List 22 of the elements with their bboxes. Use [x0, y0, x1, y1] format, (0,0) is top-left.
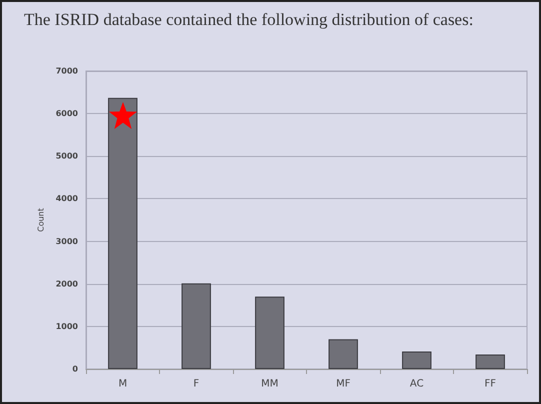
y-tick-label: 2000 — [56, 279, 78, 288]
chart-title: The ISRID database contained the following distribution of cases: — [24, 10, 474, 30]
y-tick-label: 3000 — [56, 236, 78, 246]
y-tick-label: 1000 — [56, 322, 78, 331]
x-tick-label: AC — [410, 378, 424, 390]
bar — [402, 352, 432, 369]
bar — [255, 296, 284, 369]
bar — [476, 354, 505, 369]
x-tick-label: MM — [261, 378, 278, 390]
x-tick-label: FF — [484, 378, 496, 390]
x-tick-label: MF — [336, 378, 351, 390]
bar — [182, 283, 211, 369]
y-tick-label: 6000 — [56, 109, 78, 118]
x-tick-label: F — [193, 378, 200, 390]
y-tick-label: 7000 — [56, 66, 78, 76]
y-tick-label: 0 — [72, 364, 78, 374]
bar — [108, 98, 138, 369]
bar — [328, 339, 358, 369]
y-tick-label: 4000 — [56, 194, 78, 204]
y-axis-title: Count — [36, 208, 46, 232]
x-tick-label: M — [118, 378, 128, 390]
y-tick-label: 5000 — [56, 152, 78, 161]
